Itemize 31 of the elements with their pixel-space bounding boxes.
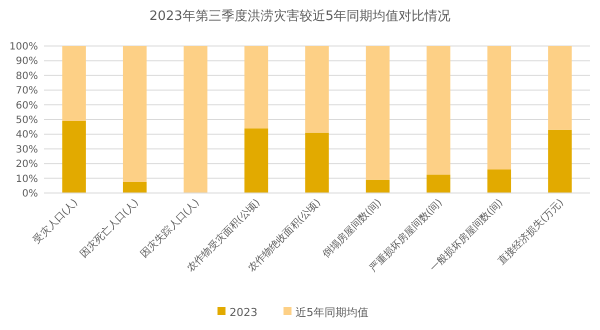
bar — [62, 46, 86, 121]
y-tick-label: 10% — [16, 174, 38, 185]
bar — [487, 169, 512, 193]
bar — [426, 46, 450, 175]
bar — [122, 182, 147, 193]
bar — [62, 120, 86, 193]
bar — [305, 46, 329, 133]
y-tick-label: 20% — [16, 159, 38, 170]
y-tick-label: 70% — [16, 86, 38, 97]
bar — [244, 46, 268, 128]
y-tick-label: 80% — [16, 70, 38, 82]
y-tick-label: 0% — [22, 188, 38, 200]
y-tick-label: 40% — [16, 130, 38, 141]
legend-label: 近5年同期均值 — [296, 306, 368, 319]
bar — [305, 132, 329, 193]
bar — [487, 46, 512, 170]
bar — [366, 180, 390, 193]
bar — [426, 174, 450, 193]
y-tick-label: 30% — [16, 144, 38, 156]
bar — [244, 128, 268, 193]
bar — [548, 130, 572, 193]
bar — [548, 46, 572, 130]
bar — [366, 46, 390, 180]
bar — [122, 46, 147, 182]
bar — [184, 46, 208, 193]
legend-label: 2023 — [230, 306, 258, 319]
chart-title: 2023年第三季度洪涝灾害较近5年同期均值对比情况 — [149, 8, 451, 24]
y-tick-label: 50% — [16, 115, 38, 126]
y-tick-label: 60% — [16, 100, 38, 112]
y-tick-label: 90% — [16, 56, 38, 68]
y-tick-label: 100% — [9, 42, 38, 52]
